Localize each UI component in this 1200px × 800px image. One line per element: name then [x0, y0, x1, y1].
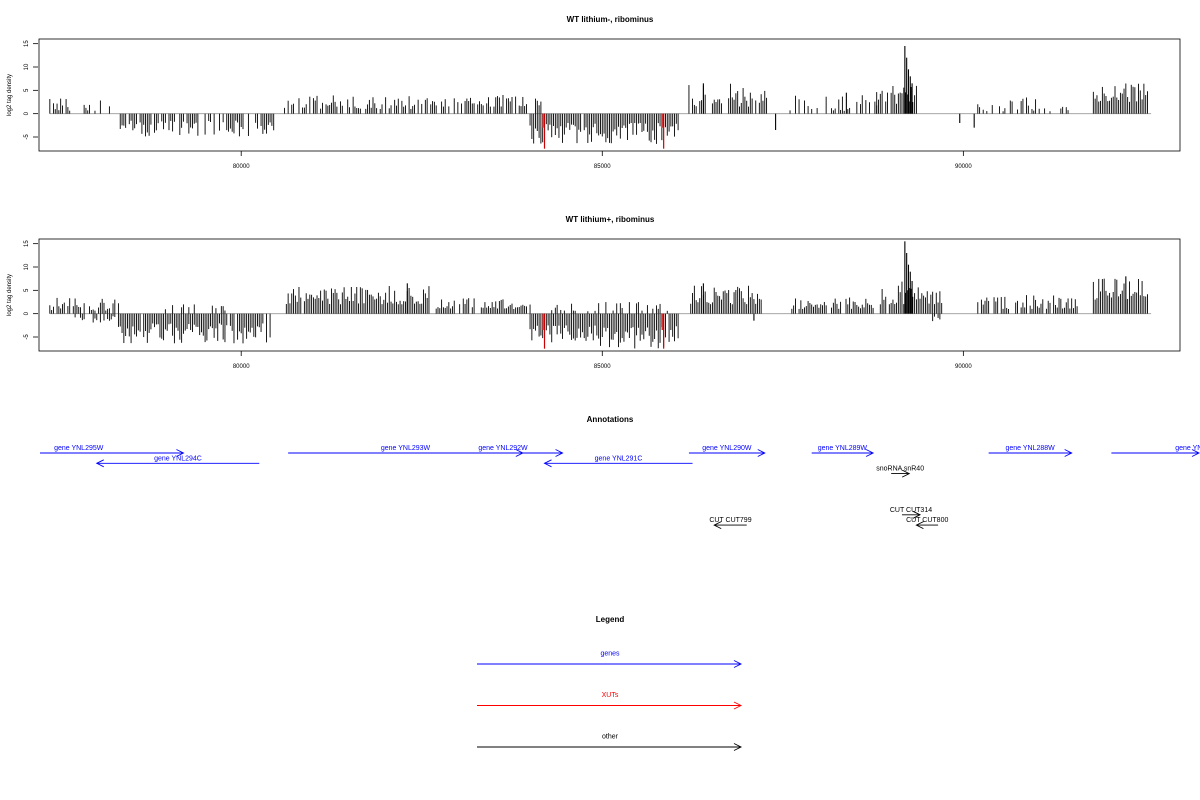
- annotation-arrow: gene YNL287W: [1111, 445, 1200, 457]
- chart-panel-lithium-minus: WT lithium-, ribominus log2 tag density …: [7, 15, 1181, 170]
- x-tick-label: 85000: [594, 164, 611, 170]
- x-tick-label: 85000: [594, 364, 611, 370]
- y-tick-label: 0: [24, 111, 30, 115]
- y-tick-label: 15: [24, 240, 30, 247]
- legend-label: XUTs: [602, 692, 619, 699]
- annotation-arrow: snoRNA snR40: [876, 466, 924, 478]
- annotation-arrow: CUT CUT799: [709, 517, 752, 530]
- annotation-label: gene YNL292W: [478, 445, 528, 452]
- x-tick-label: 80000: [233, 364, 250, 370]
- data-bars: [49, 241, 1152, 349]
- annotation-arrow: gene YNL294C: [95, 455, 260, 468]
- annotation-label: CUT CUT314: [890, 507, 932, 514]
- x-tick-label: 90000: [955, 164, 972, 170]
- annotation-arrow: gene YNL291C: [543, 455, 693, 468]
- legend-title: Legend: [596, 615, 625, 624]
- y-tick-label: 0: [24, 311, 30, 315]
- plot-frame: [38, 38, 1181, 152]
- annotation-arrow: gene YNL289W: [811, 445, 875, 457]
- chart-panel-lithium-plus: WT lithium+, ribominus log2 tag density …: [7, 215, 1181, 370]
- legend-entry: genes: [477, 651, 743, 668]
- annotation-arrow: gene YNL292W: [443, 445, 564, 457]
- chart-title: WT lithium-, ribominus: [567, 15, 654, 24]
- legend-entry: XUTs: [477, 692, 743, 710]
- x-tick-label: 90000: [955, 364, 972, 370]
- y-axis-label: log2 tag density: [7, 274, 13, 316]
- y-tick-label: -5: [24, 134, 30, 140]
- annotation-label: gene YNL293W: [381, 445, 431, 452]
- data-bars: [49, 46, 1152, 149]
- annotation-label: snoRNA snR40: [876, 466, 924, 473]
- y-tick-label: 10: [24, 263, 30, 270]
- annotation-label: gene YNL291C: [595, 455, 643, 462]
- legend: Legend genes XUTs other: [477, 615, 743, 751]
- x-tick-label: 80000: [233, 164, 250, 170]
- legend-entry: other: [477, 734, 743, 751]
- annotation-label: gene YNL288W: [1006, 445, 1056, 452]
- annotation-label: gene YNL287W: [1175, 445, 1200, 452]
- annotation-items: gene YNL295W gene YNL294C gene YNL293W gene…: [40, 445, 1200, 530]
- annotation-arrow: CUT CUT314: [890, 507, 932, 519]
- annotation-label: gene YNL290W: [702, 445, 752, 452]
- annotation-label: CUT CUT799: [709, 517, 751, 524]
- y-axis-label: log2 tag density: [7, 74, 13, 116]
- axes: -5 0 5 10 15 80000 85000 90000: [24, 40, 972, 170]
- annotations-title: Annotations: [587, 415, 634, 424]
- y-tick-label: 15: [24, 40, 30, 47]
- legend-items: genes XUTs other: [477, 651, 743, 751]
- y-tick-label: 5: [24, 88, 30, 92]
- annotation-label: CUT CUT800: [906, 517, 948, 524]
- annotation-label: gene YNL295W: [54, 445, 104, 452]
- annotation-label: gene YNL294C: [154, 455, 202, 462]
- legend-label: genes: [600, 651, 620, 658]
- annotation-arrow: CUT CUT800: [906, 517, 948, 530]
- annotation-label: gene YNL289W: [818, 445, 868, 452]
- annotation-arrow: gene YNL290W: [688, 445, 766, 457]
- legend-label: other: [602, 734, 619, 741]
- annotation-arrow: gene YNL288W: [988, 445, 1073, 457]
- y-tick-label: 10: [24, 63, 30, 70]
- chart-title: WT lithium+, ribominus: [566, 215, 655, 224]
- axes: -5 0 5 10 15 80000 85000 90000: [24, 240, 972, 370]
- y-tick-label: -5: [24, 334, 30, 340]
- y-tick-label: 5: [24, 288, 30, 292]
- plot-frame: [38, 238, 1181, 352]
- annotation-arrow: gene YNL295W: [40, 445, 185, 457]
